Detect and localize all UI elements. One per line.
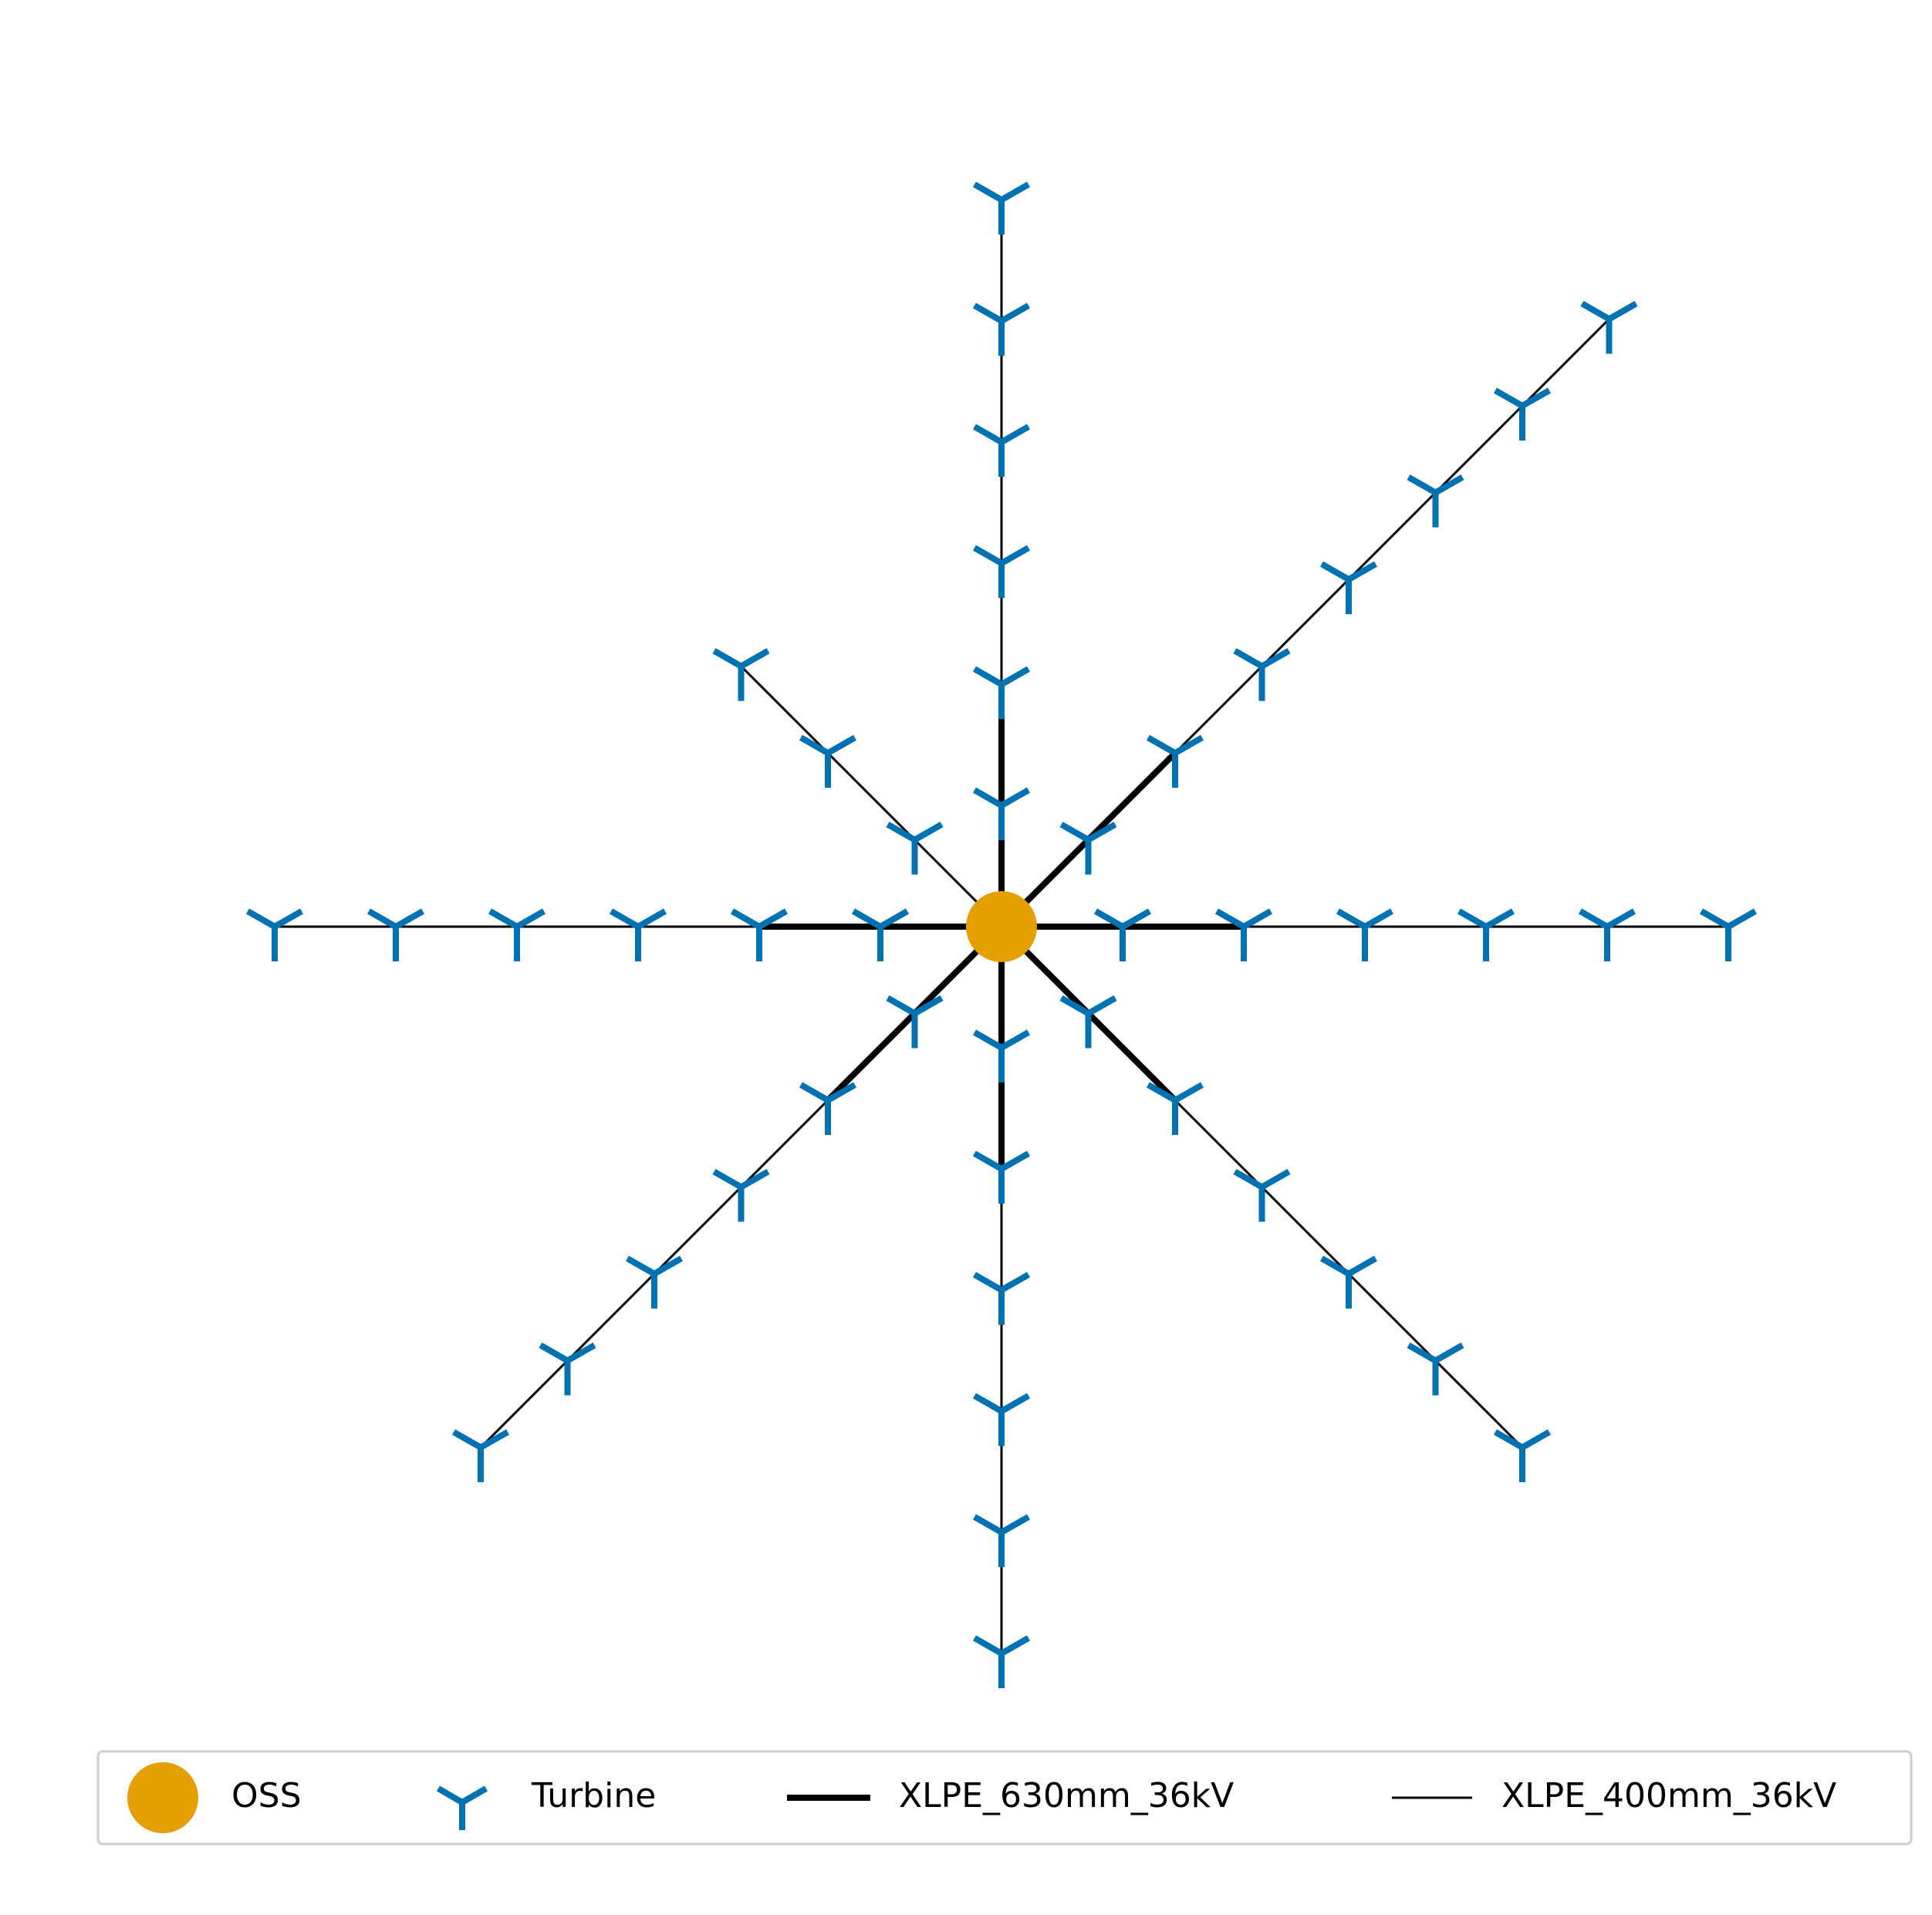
turbine-south-east-5 [1407, 1343, 1464, 1396]
turbine-north-1 [973, 787, 1030, 840]
turbine-north-east-3 [1233, 648, 1291, 701]
turbine-west-1 [852, 908, 909, 961]
turbine-west-6 [246, 908, 303, 961]
turbine-north-east-6 [1494, 387, 1551, 441]
turbine-east-2 [1215, 908, 1272, 961]
cable-north-east-segment-6 [1434, 404, 1524, 494]
turbine-south-3 [973, 1272, 1030, 1325]
turbine-south-5 [973, 1514, 1030, 1567]
legend-turbine-label: Turbine [531, 1776, 656, 1815]
turbine-west-4 [488, 908, 545, 961]
turbine-south-6 [973, 1635, 1030, 1688]
turbine-south-west-2 [799, 1082, 856, 1135]
cable-south-east-segment-2 [1086, 1011, 1177, 1103]
turbine-south-east-1 [1059, 995, 1117, 1049]
cable-north-east-segment-5 [1347, 491, 1437, 581]
cable-north-east-segment-4 [1261, 578, 1350, 667]
turbine-north-east-7 [1580, 301, 1638, 354]
turbine-north-6 [973, 181, 1030, 235]
cable-north-west-segment-2 [826, 751, 916, 841]
cable-south-east-segment-5 [1347, 1272, 1437, 1362]
turbine-north-2 [973, 666, 1030, 719]
cable-south-west-segment-5 [566, 1272, 656, 1362]
turbine-south-2 [973, 1150, 1030, 1204]
turbine-north-west-3 [712, 648, 770, 701]
cable-south-west-segment-3 [740, 1099, 829, 1188]
turbine-south-west-1 [886, 995, 944, 1049]
oss-layer [966, 891, 1037, 962]
cable-south-west-segment-2 [826, 1011, 917, 1103]
cable-south-east-segment-3 [1174, 1099, 1263, 1188]
cable-north-east-segment-7 [1521, 318, 1610, 407]
turbine-east-3 [1336, 908, 1393, 961]
turbine-south-1 [973, 1029, 1030, 1082]
turbine-south-west-5 [539, 1343, 596, 1396]
legend-oss-icon [127, 1762, 198, 1833]
turbine-south-east-6 [1494, 1429, 1551, 1482]
legend-frame [96, 1750, 1913, 1846]
turbine-north-east-1 [1059, 822, 1117, 875]
turbine-north-5 [973, 302, 1030, 356]
legend-thick-cable-label: XLPE_630mm_36kV [899, 1776, 1234, 1815]
cable-north-east-segment-2 [1086, 751, 1177, 843]
turbine-north-3 [973, 545, 1030, 598]
turbine-north-east-4 [1320, 561, 1377, 614]
legend-turbine-icon [436, 1785, 488, 1830]
turbine-east-5 [1579, 908, 1636, 961]
cable-south-west-segment-6 [479, 1359, 569, 1449]
turbine-west-5 [367, 908, 424, 961]
turbine-east-1 [1094, 908, 1151, 961]
legend-thin-cable-label: XLPE_400mm_36kV [1501, 1776, 1836, 1815]
turbine-south-east-3 [1233, 1169, 1291, 1222]
cable-south-east-segment-6 [1434, 1359, 1524, 1449]
cable-north-west-segment-3 [740, 665, 829, 755]
turbine-south-west-4 [626, 1255, 683, 1309]
turbine-west-2 [731, 908, 788, 961]
cable-south-west-segment-4 [653, 1186, 742, 1275]
legend: OSS Turbine XLPE_630mm_36kV XLPE_400mm_3… [96, 1750, 1913, 1846]
turbine-south-east-4 [1320, 1255, 1377, 1309]
turbine-north-east-5 [1407, 475, 1464, 528]
cables-layer [275, 200, 1728, 1653]
turbine-south-4 [973, 1393, 1030, 1446]
turbine-north-4 [973, 424, 1030, 477]
turbine-east-4 [1457, 908, 1515, 961]
turbine-east-6 [1700, 908, 1757, 961]
turbine-west-3 [610, 908, 667, 961]
cable-north-east-segment-3 [1174, 665, 1263, 755]
oss-node [966, 891, 1037, 962]
turbines-layer [246, 181, 1757, 1688]
turbine-north-east-2 [1147, 735, 1204, 788]
cable-south-east-segment-4 [1261, 1186, 1350, 1275]
turbine-south-west-6 [452, 1429, 509, 1482]
turbine-south-west-3 [712, 1169, 770, 1222]
turbine-north-west-2 [799, 735, 856, 788]
turbine-south-east-2 [1147, 1082, 1204, 1135]
legend-oss-label: OSS [231, 1776, 302, 1815]
turbine-north-west-1 [886, 822, 944, 875]
